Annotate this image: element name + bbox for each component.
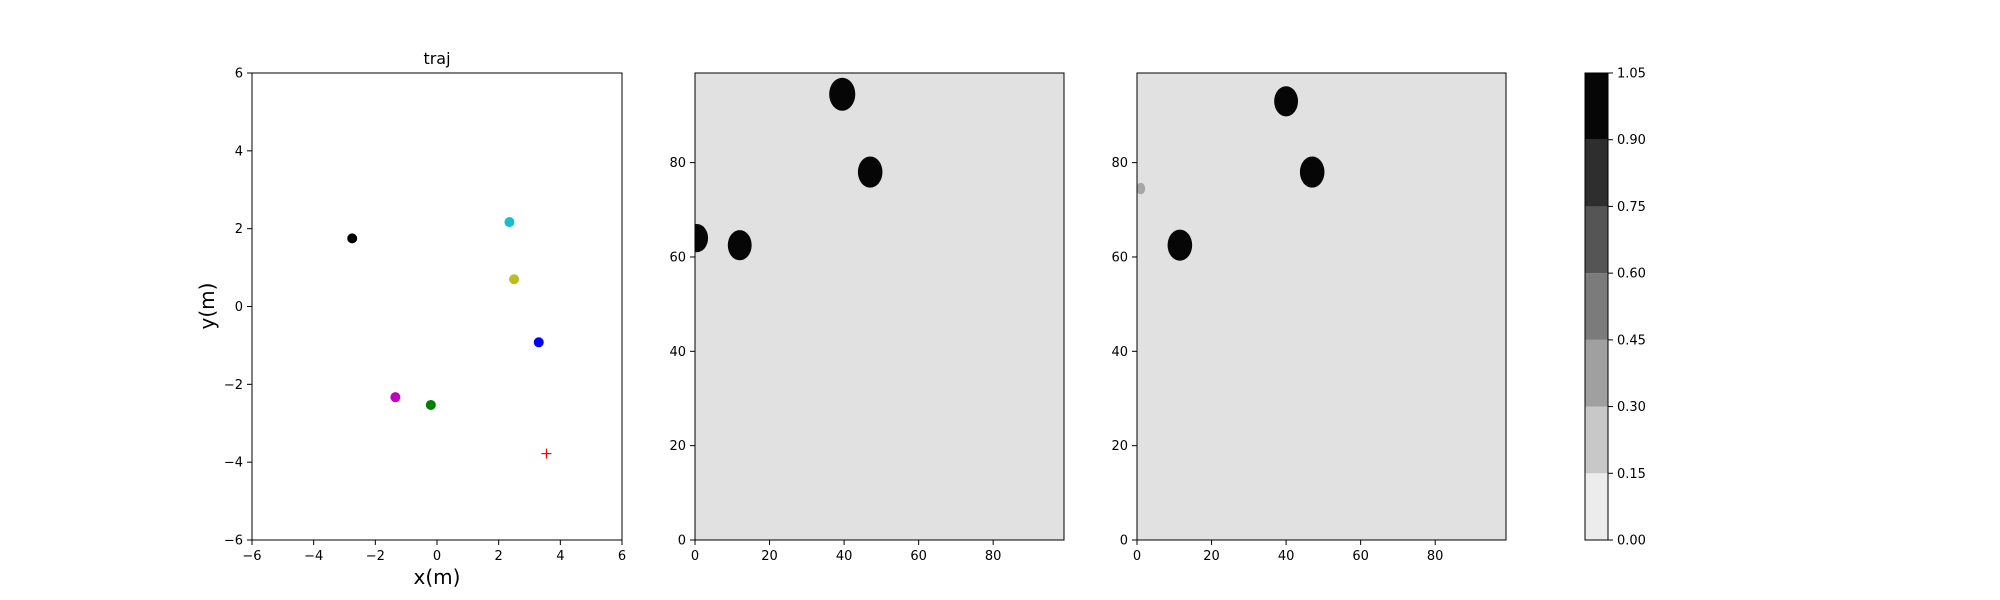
colorbar-band [1585, 73, 1608, 140]
y-tick-label: 0 [235, 300, 243, 315]
y-tick-label: 4 [235, 144, 243, 159]
colorbar-band [1585, 273, 1608, 340]
colorbar-band [1585, 473, 1608, 540]
colorbar-tick-label: 0.60 [1617, 267, 1646, 282]
heatmap-cells [695, 77, 883, 261]
x-axis-label: x(m) [414, 565, 461, 589]
obstacle-blob [829, 77, 856, 111]
trajectory-plot: −6 −4 −2 0 2 4 6 −6 −4 −2 0 2 4 6 [224, 67, 626, 565]
colorbar-band [1585, 406, 1608, 474]
colorbar-tick-label: 0.90 [1617, 133, 1646, 148]
y-tick-label: 60 [669, 250, 686, 265]
obstacle-blob [1137, 182, 1146, 195]
y-tick-label: 80 [669, 156, 686, 171]
plot-frame [694, 72, 1065, 541]
heatmap-background [1137, 73, 1506, 540]
obstacle-blob [1274, 86, 1299, 117]
colorbar-band [1585, 206, 1608, 274]
chart-title: traj [423, 49, 450, 68]
y-tick-label: 60 [1111, 250, 1128, 265]
obstacle-blob [695, 223, 709, 253]
obstacle-blob [727, 230, 752, 261]
x-tick-label: 2 [495, 549, 503, 564]
heatmap-cells [1137, 86, 1325, 261]
colorbar-band [1585, 339, 1608, 407]
x-tick-label: 80 [1427, 549, 1444, 564]
colorbar-tick-label: 0.45 [1617, 333, 1646, 348]
colorbar-frame [1584, 72, 1609, 541]
y-tick-label: 20 [1111, 439, 1128, 454]
x-tick-label: 80 [985, 549, 1002, 564]
heatmap-background [695, 73, 1064, 540]
occupancy-map-right: 0 20 40 60 80 0 20 40 60 80 [1111, 72, 1507, 564]
colorbar-tick-label: 0.30 [1617, 400, 1646, 415]
obstacle-blob [1167, 229, 1193, 261]
scatter-point [504, 217, 515, 228]
x-tick-label: 0 [1133, 549, 1141, 564]
x-tick-label: 6 [618, 549, 626, 564]
y-tick-label: 20 [669, 439, 686, 454]
x-tick-label: 20 [1203, 549, 1220, 564]
colorbar-tick-label: 0.15 [1617, 467, 1646, 482]
colorbar-tick-label: 0.75 [1617, 200, 1646, 215]
y-tick-label: 80 [1111, 156, 1128, 171]
y-axis-label: y(m) [195, 283, 219, 330]
x-tick-label: −4 [304, 549, 323, 564]
scatter-point [533, 337, 544, 348]
x-tick-label: 4 [556, 549, 564, 564]
y-tick-label: 0 [1120, 534, 1128, 549]
obstacle-blob [1299, 156, 1325, 188]
colorbar: 0.00 0.15 0.30 0.45 0.60 0.75 0.90 1.05 [1584, 67, 1646, 549]
x-tick-label: 40 [836, 549, 853, 564]
x-tick-label: 60 [910, 549, 927, 564]
scatter-point [509, 274, 520, 285]
obstacle-blob [857, 156, 883, 188]
colorbar-tick-label: 1.05 [1617, 67, 1646, 82]
scatter-point [347, 233, 358, 244]
x-tick-label: −6 [242, 549, 261, 564]
scatter-point [425, 399, 436, 410]
x-tick-label: −2 [366, 549, 385, 564]
y-tick-label: 6 [235, 67, 243, 82]
occupancy-map-left: 0 20 40 60 80 0 20 40 60 80 [669, 72, 1065, 564]
x-tick-label: 0 [433, 549, 441, 564]
x-tick-label: 40 [1278, 549, 1295, 564]
y-tick-label: −4 [224, 456, 243, 471]
y-tick-label: −6 [224, 534, 243, 549]
plot-area [252, 73, 622, 540]
y-tick-label: −2 [224, 378, 243, 393]
y-tick-label: 0 [678, 534, 686, 549]
colorbar-tick-label: 0.00 [1617, 534, 1646, 549]
y-tick-label: 40 [1111, 345, 1128, 360]
x-tick-label: 20 [761, 549, 778, 564]
y-tick-label: 2 [235, 222, 243, 237]
y-tick-label: 40 [669, 345, 686, 360]
plot-frame [1136, 72, 1507, 541]
plot-frame [251, 72, 623, 541]
x-tick-label: 60 [1352, 549, 1369, 564]
scatter-point [390, 392, 401, 403]
colorbar-band [1585, 139, 1608, 207]
x-tick-label: 0 [691, 549, 699, 564]
